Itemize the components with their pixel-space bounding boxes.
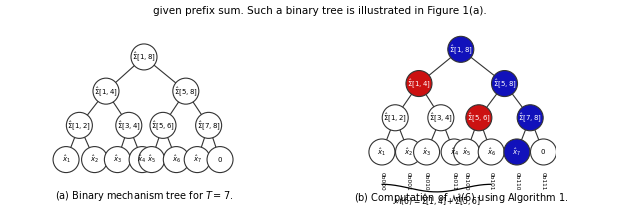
Text: $\hat{x}_6$: $\hat{x}_6$	[172, 154, 181, 165]
Ellipse shape	[196, 112, 221, 138]
Ellipse shape	[173, 78, 199, 104]
Ellipse shape	[129, 147, 155, 173]
Ellipse shape	[104, 147, 131, 173]
Ellipse shape	[369, 139, 395, 165]
Ellipse shape	[93, 78, 119, 104]
Text: $\hat{x}_3$: $\hat{x}_3$	[113, 154, 122, 165]
Text: 0b100: 0b100	[464, 172, 469, 191]
Ellipse shape	[413, 139, 440, 165]
Text: $\hat{\Sigma}[1,4]$: $\hat{\Sigma}[1,4]$	[94, 85, 118, 98]
Text: 0b111: 0b111	[541, 172, 546, 190]
Ellipse shape	[406, 71, 432, 97]
Text: 0b011: 0b011	[452, 172, 457, 191]
Text: $\hat{x}_7$: $\hat{x}_7$	[513, 146, 522, 158]
Text: $\hat{\Sigma}[5,6]$: $\hat{\Sigma}[5,6]$	[151, 119, 175, 132]
Text: $\hat{\Sigma}[7,8]$: $\hat{\Sigma}[7,8]$	[196, 119, 221, 132]
Ellipse shape	[517, 105, 543, 131]
Text: $\hat{\Sigma}[1,8]$: $\hat{\Sigma}[1,8]$	[449, 43, 473, 56]
Text: $\hat{\Sigma}[5,8]$: $\hat{\Sigma}[5,8]$	[174, 85, 198, 98]
Ellipse shape	[116, 112, 142, 138]
Ellipse shape	[396, 139, 422, 165]
Ellipse shape	[150, 112, 176, 138]
Text: 0b010: 0b010	[424, 172, 429, 191]
Ellipse shape	[163, 147, 189, 173]
Ellipse shape	[478, 139, 504, 165]
Text: $0$: $0$	[541, 148, 547, 156]
Text: $\hat{x}_1$: $\hat{x}_1$	[61, 154, 70, 165]
Text: $\hat{\Sigma}[1,2]$: $\hat{\Sigma}[1,2]$	[67, 119, 92, 132]
Ellipse shape	[207, 147, 233, 173]
Ellipse shape	[492, 71, 518, 97]
Ellipse shape	[448, 36, 474, 62]
Text: given prefix sum. Such a binary tree is illustrated in Figure 1(a).: given prefix sum. Such a binary tree is …	[153, 6, 487, 16]
Ellipse shape	[441, 139, 467, 165]
Text: 0b110: 0b110	[515, 172, 520, 191]
Text: $\hat{x}_5$: $\hat{x}_5$	[147, 154, 156, 165]
Text: $\hat{x}_4$: $\hat{x}_4$	[138, 154, 147, 165]
Ellipse shape	[81, 147, 108, 173]
Text: $\hat{x}_5$: $\hat{x}_5$	[462, 146, 471, 158]
Text: 0b101: 0b101	[489, 172, 493, 191]
Ellipse shape	[131, 44, 157, 70]
Text: $\hat{x}_6$: $\hat{x}_6$	[486, 146, 496, 158]
Text: $\hat{\Sigma}[1,4]$: $\hat{\Sigma}[1,4]$	[407, 77, 431, 90]
Text: $\hat{x}_2$: $\hat{x}_2$	[404, 146, 413, 158]
Text: $\hat{\Sigma}[3,4]$: $\hat{\Sigma}[3,4]$	[117, 119, 141, 132]
Ellipse shape	[67, 112, 92, 138]
Text: $\hat{\Sigma}[7,8]$: $\hat{\Sigma}[7,8]$	[518, 111, 542, 124]
Text: 0b000: 0b000	[380, 172, 385, 191]
Ellipse shape	[466, 105, 492, 131]
Text: $\hat{x}_3$: $\hat{x}_3$	[422, 146, 431, 158]
Text: $\mathcal{M}(6) = \hat{\Sigma}[1,4] + \hat{\Sigma}[5,6]$: $\mathcal{M}(6) = \hat{\Sigma}[1,4] + \h…	[392, 193, 481, 208]
Ellipse shape	[53, 147, 79, 173]
Text: $\hat{x}_2$: $\hat{x}_2$	[90, 154, 99, 165]
Text: $\hat{x}_7$: $\hat{x}_7$	[193, 154, 202, 165]
Text: $\hat{\Sigma}[1,2]$: $\hat{\Sigma}[1,2]$	[383, 111, 407, 124]
Text: 0b001: 0b001	[406, 172, 411, 191]
Ellipse shape	[184, 147, 210, 173]
Text: $\hat{x}_1$: $\hat{x}_1$	[378, 146, 387, 158]
Text: (a) Binary mechanism tree for $T = 7$.: (a) Binary mechanism tree for $T = 7$.	[55, 189, 233, 203]
Text: $0$: $0$	[217, 155, 223, 164]
Text: $\hat{x}_4$: $\hat{x}_4$	[449, 146, 459, 158]
Text: $\hat{\Sigma}[3,4]$: $\hat{\Sigma}[3,4]$	[429, 111, 452, 124]
Ellipse shape	[531, 139, 557, 165]
Ellipse shape	[504, 139, 530, 165]
Text: $\hat{\Sigma}[5,8]$: $\hat{\Sigma}[5,8]$	[493, 77, 516, 90]
Ellipse shape	[454, 139, 479, 165]
Text: $\hat{\Sigma}[1,8]$: $\hat{\Sigma}[1,8]$	[132, 51, 156, 63]
Text: $\hat{\Sigma}[5,6]$: $\hat{\Sigma}[5,6]$	[467, 111, 491, 124]
Ellipse shape	[382, 105, 408, 131]
Ellipse shape	[139, 147, 164, 173]
Text: (b) Computation of $\mathcal{M}(6)$ using Algorithm 1.: (b) Computation of $\mathcal{M}(6)$ usin…	[354, 191, 568, 205]
Ellipse shape	[428, 105, 454, 131]
